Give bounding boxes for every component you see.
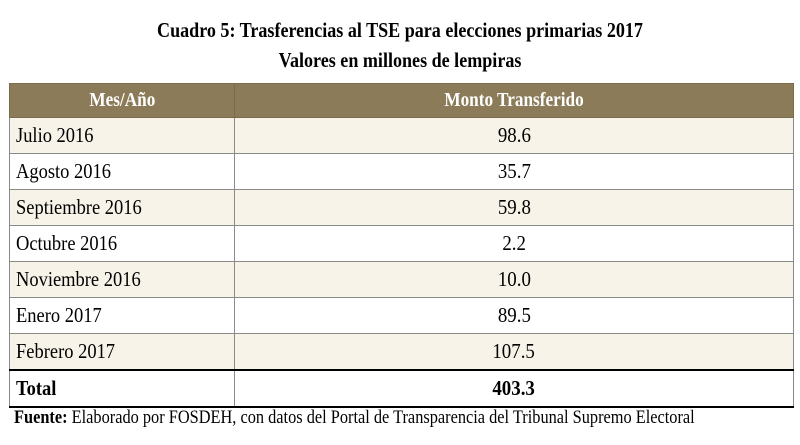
- header-amount: Monto Transferido: [234, 83, 794, 118]
- header-month-year: Mes/Año: [9, 83, 235, 118]
- row-label: Noviembre 2016: [9, 261, 235, 298]
- row-label: Febrero 2017: [9, 333, 235, 371]
- table-title: Cuadro 5: Trasferencias al TSE para elec…: [157, 18, 643, 42]
- row-label: Julio 2016: [9, 117, 235, 154]
- total-label: Total: [9, 369, 235, 408]
- table-row: Octubre 2016 2.2: [9, 225, 794, 262]
- row-label: Septiembre 2016: [9, 189, 235, 226]
- source-footnote: Fuente: Elaborado por FOSDEH, con datos …: [14, 406, 695, 430]
- footnote-label: Fuente:: [14, 407, 68, 428]
- table-row: Febrero 2017 107.5: [9, 333, 794, 371]
- row-value: 35.7: [234, 153, 794, 190]
- row-value: 98.6: [234, 117, 794, 154]
- row-label: Octubre 2016: [9, 225, 235, 262]
- total-row: Total 403.3: [9, 369, 794, 408]
- row-label: Enero 2017: [9, 297, 235, 334]
- row-value: 107.5: [234, 333, 794, 371]
- row-value: 59.8: [234, 189, 794, 226]
- table-row: Septiembre 2016 59.8: [9, 189, 794, 226]
- table-row: Enero 2017 89.5: [9, 297, 794, 334]
- row-value: 89.5: [234, 297, 794, 334]
- footnote-text: Elaborado por FOSDEH, con datos del Port…: [67, 407, 695, 428]
- table-row: Julio 2016 98.6: [9, 117, 794, 154]
- header-row: Mes/Año Monto Transferido: [9, 83, 794, 118]
- transfers-table: Mes/Año Monto Transferido Julio 2016 98.…: [9, 83, 794, 408]
- table-row: Agosto 2016 35.7: [9, 153, 794, 190]
- row-label: Agosto 2016: [9, 153, 235, 190]
- table-subtitle: Valores en millones de lempiras: [278, 48, 522, 72]
- total-value: 403.3: [234, 369, 794, 408]
- table-row: Noviembre 2016 10.0: [9, 261, 794, 298]
- row-value: 2.2: [234, 225, 794, 262]
- row-value: 10.0: [234, 261, 794, 298]
